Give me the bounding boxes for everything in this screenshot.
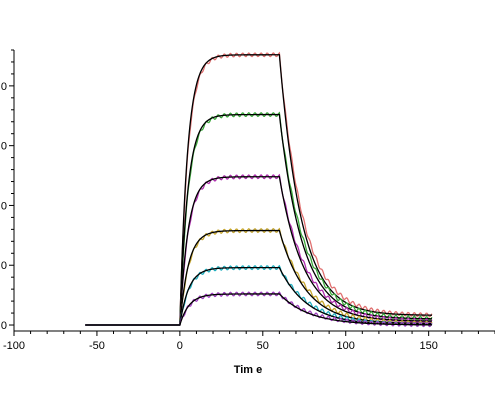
x-tick-label: 150 (419, 340, 437, 352)
x-tick-label: -50 (89, 340, 105, 352)
y-tick-label: 0 (1, 320, 7, 332)
y-tick-label: 0 (1, 260, 7, 272)
x-tick-label: 100 (337, 340, 355, 352)
data-series-line (85, 227, 433, 326)
data-series-line (85, 173, 433, 326)
x-tick-group: -100 -50 0 50 100 150 (3, 331, 495, 352)
y-tick-label: 0 (1, 200, 7, 212)
y-tick-group: 0 0 0 0 0 (1, 49, 14, 332)
x-axis-title: Tim e (234, 364, 263, 376)
fit-series-line (85, 54, 432, 326)
axes-group (13, 50, 495, 332)
data-series-line (85, 111, 433, 326)
data-series-line (85, 51, 433, 326)
x-tick-label: 50 (257, 340, 269, 352)
curve-group (85, 51, 433, 328)
y-tick-label: 0 (1, 81, 7, 93)
fit-series-line (85, 176, 432, 326)
fit-series-line (85, 293, 432, 326)
x-tick-label: 0 (177, 340, 183, 352)
x-tick-label: -100 (3, 340, 25, 352)
fit-series-line (85, 229, 432, 326)
y-tick-label: 0 (1, 141, 7, 153)
